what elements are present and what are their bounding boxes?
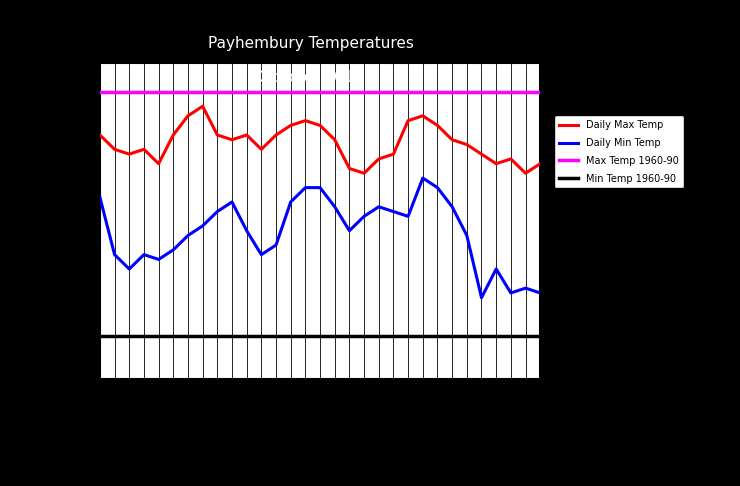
Text: Payhembury Temperatures: Payhembury Temperatures xyxy=(208,36,414,51)
Legend: Daily Max Temp, Daily Min Temp, Max Temp 1960-90, Min Temp 1960-90: Daily Max Temp, Daily Min Temp, Max Temp… xyxy=(554,116,684,189)
Text: October 2017: October 2017 xyxy=(258,70,363,85)
